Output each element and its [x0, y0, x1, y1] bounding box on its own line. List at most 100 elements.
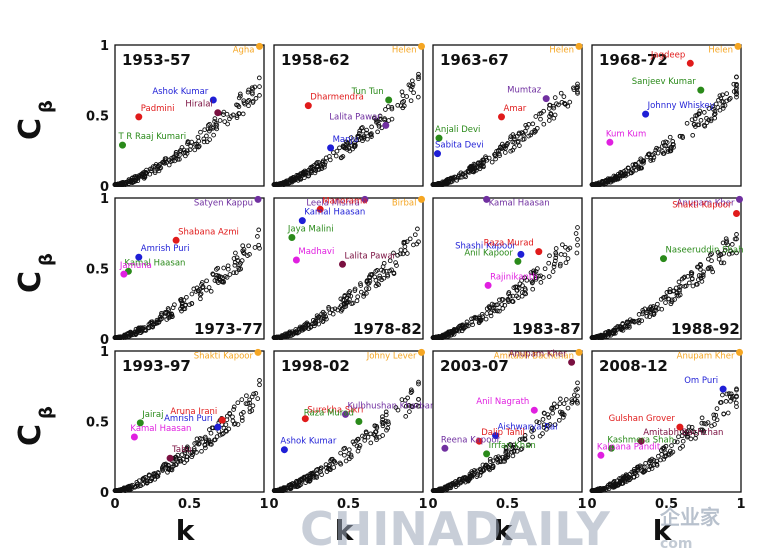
data-point	[377, 273, 383, 279]
highlighted-point	[327, 144, 335, 152]
data-point	[294, 330, 299, 335]
highlighted-point	[130, 433, 138, 441]
data-point	[620, 173, 626, 179]
data-point	[667, 448, 673, 454]
highlighted-point	[484, 281, 492, 289]
point-label: Manju	[333, 135, 359, 145]
data-point	[497, 297, 502, 303]
data-point	[618, 324, 623, 330]
data-point	[469, 316, 474, 322]
data-point	[606, 486, 612, 492]
data-point	[558, 261, 563, 267]
highlighted-point	[382, 121, 390, 129]
data-point	[210, 271, 216, 277]
data-point	[256, 75, 262, 81]
data-point	[627, 317, 633, 323]
highlighted-point	[214, 423, 222, 431]
data-point	[498, 145, 504, 150]
y-tick-label: 1	[100, 345, 109, 360]
point-label: Reena Kapoor	[441, 435, 501, 445]
data-point	[448, 333, 453, 338]
data-point	[118, 335, 124, 340]
data-point	[354, 298, 360, 304]
data-point	[404, 251, 410, 256]
highlighted-point	[736, 348, 743, 356]
data-point	[300, 170, 306, 176]
data-point	[221, 265, 227, 271]
data-point	[387, 258, 393, 264]
data-point	[364, 278, 370, 283]
data-point	[313, 161, 319, 166]
data-point	[514, 284, 520, 290]
data-point	[629, 469, 635, 475]
highlighted-point	[530, 406, 538, 414]
data-point	[485, 464, 491, 469]
data-point	[232, 260, 238, 265]
data-point	[620, 328, 626, 333]
data-point	[562, 100, 567, 106]
data-point	[452, 174, 458, 180]
data-point	[701, 110, 707, 115]
data-point	[438, 181, 444, 187]
data-point	[194, 440, 200, 446]
data-point	[605, 176, 611, 182]
data-point	[272, 182, 277, 187]
data-point	[462, 324, 468, 330]
data-point	[443, 332, 449, 337]
data-point	[314, 315, 320, 321]
data-point	[689, 117, 695, 123]
data-point	[181, 297, 187, 303]
data-point	[691, 429, 697, 435]
y-axis-label-subscript: β	[36, 406, 57, 419]
data-point	[294, 478, 300, 484]
data-point	[659, 452, 664, 457]
data-point	[170, 305, 176, 311]
data-point	[488, 313, 494, 319]
data-point	[656, 146, 661, 152]
data-point	[133, 331, 138, 336]
data-point	[364, 130, 369, 136]
data-point	[552, 95, 558, 100]
data-point	[734, 393, 739, 399]
data-point	[391, 250, 396, 256]
data-point	[648, 458, 654, 464]
highlighted-point	[542, 95, 550, 103]
axes-layer: 1953-57 Agha Ashok Kumar Padmini Hiralal T R …	[13, 39, 746, 547]
data-point	[538, 280, 544, 285]
data-point	[490, 463, 496, 469]
data-point	[591, 487, 597, 493]
highlighted-point	[492, 432, 500, 440]
data-point	[410, 82, 416, 88]
data-point	[630, 162, 636, 168]
data-point	[341, 302, 347, 308]
highlighted-point	[316, 205, 324, 213]
x-tick-label: 0	[110, 497, 119, 512]
panel-title: 1973-77	[194, 320, 263, 338]
point-label: Kamal Haasan	[304, 208, 365, 218]
data-point	[163, 156, 169, 161]
data-point	[712, 111, 718, 117]
data-point	[184, 294, 189, 300]
highlighted-point	[355, 418, 363, 425]
x-axis-label: k	[653, 514, 673, 547]
data-point	[169, 158, 175, 164]
data-point	[361, 134, 367, 139]
data-point	[508, 442, 514, 448]
highlighted-point	[597, 451, 605, 459]
data-point	[551, 103, 556, 109]
panel-title: 1963-67	[440, 51, 509, 69]
data-point	[461, 326, 467, 331]
point-label: Anil Nagrath	[476, 397, 529, 407]
data-point	[416, 74, 421, 80]
data-point	[536, 273, 541, 279]
data-point	[611, 478, 617, 484]
data-point	[550, 410, 555, 416]
data-point	[615, 176, 620, 182]
data-point	[278, 488, 284, 493]
data-point	[661, 456, 667, 462]
data-point	[537, 433, 543, 439]
data-point	[574, 250, 580, 256]
data-point	[438, 486, 444, 492]
data-point	[704, 115, 709, 121]
data-point	[194, 450, 199, 455]
